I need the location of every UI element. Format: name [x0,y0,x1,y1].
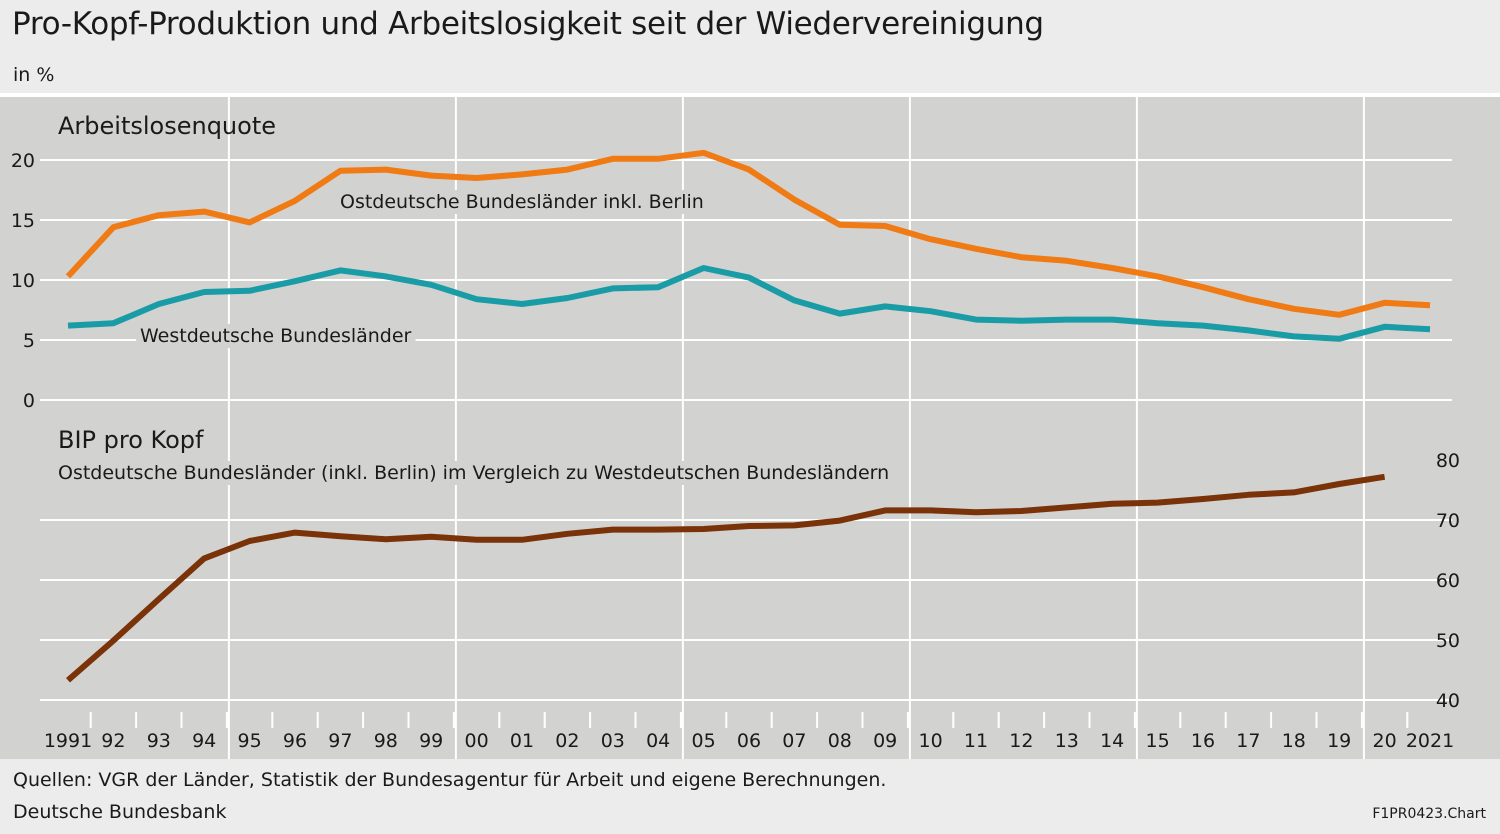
x-tick-label: 04 [646,730,670,752]
x-tick-label: 13 [1055,730,1079,752]
y-tick-label-left: 5 [23,330,35,352]
x-tick-label: 97 [328,730,352,752]
unit-label: in % [13,64,55,86]
x-tick-label: 05 [692,730,716,752]
x-tick-label: 17 [1236,730,1260,752]
x-tick-label: 94 [192,730,216,752]
source-note: Quellen: VGR der Länder, Statistik der B… [13,769,887,791]
plot-background [0,97,1500,759]
grid-lines [40,97,1452,759]
series-line-gdp [66,473,1386,683]
x-tick-label: 02 [555,730,579,752]
series-label-west: Westdeutsche Bundesländer [140,325,412,347]
chart-id: F1PR0423.Chart [1372,806,1486,822]
label-background [136,324,416,348]
panel-title-gdp: BIP pro Kopf [58,426,204,454]
y-tick-label-right: 50 [1436,630,1460,652]
panel-subtitle-gdp: Ostdeutsche Bundesländer (inkl. Berlin) … [58,462,889,484]
x-tick-label: 93 [147,730,171,752]
x-tick-label: 00 [465,730,489,752]
y-tick-label-right: 70 [1436,510,1460,532]
x-tick-label: 20 [1373,730,1397,752]
series-label-east: Ostdeutsche Bundesländer inkl. Berlin [340,191,704,213]
panel-labels: Arbeitslosenquote Ostdeutsche Bundesländ… [54,112,894,485]
y-tick-label-right: 80 [1436,450,1460,472]
x-tick-label: 07 [782,730,806,752]
x-tick-label: 96 [283,730,307,752]
x-tick-label: 92 [101,730,125,752]
x-tick-label: 99 [419,730,443,752]
chart-title: Pro-Kopf-Produktion und Arbeitslosigkeit… [12,6,1044,42]
x-tick-label: 98 [374,730,398,752]
x-tick-label: 16 [1191,730,1215,752]
x-tick-label: 14 [1100,730,1124,752]
y-tick-label-right: 40 [1436,690,1460,712]
footer [0,759,1500,834]
y-tick-label-left: 15 [11,210,35,232]
x-tick-label: 01 [510,730,534,752]
series-line-east [65,149,1431,318]
series-line-west [67,265,1431,342]
x-tick-label: 2021 [1406,730,1454,752]
y-tick-label-left: 10 [11,270,35,292]
x-tick-label: 10 [919,730,943,752]
x-tick-label: 19 [1327,730,1351,752]
x-tick-label: 15 [1146,730,1170,752]
x-tick-label: 08 [828,730,852,752]
x-tick-label: 12 [1009,730,1033,752]
y-tick-label-left: 20 [11,150,35,172]
header-separator [0,93,1500,97]
y-tick-label-right: 60 [1436,570,1460,592]
x-tick-label: 18 [1282,730,1306,752]
publisher-note: Deutsche Bundesbank [13,801,227,823]
series-lines [65,149,1431,683]
y-tick-label-left: 0 [23,390,35,412]
x-tick-label: 1991 [44,730,92,752]
x-tick-label: 06 [737,730,761,752]
x-tick-label: 95 [238,730,262,752]
x-tick-label: 11 [964,730,988,752]
label-background [336,190,708,214]
x-tick-label: 03 [601,730,625,752]
panel-title-unemployment: Arbeitslosenquote [58,112,276,140]
x-tick-label: 09 [873,730,897,752]
label-background [54,461,894,485]
